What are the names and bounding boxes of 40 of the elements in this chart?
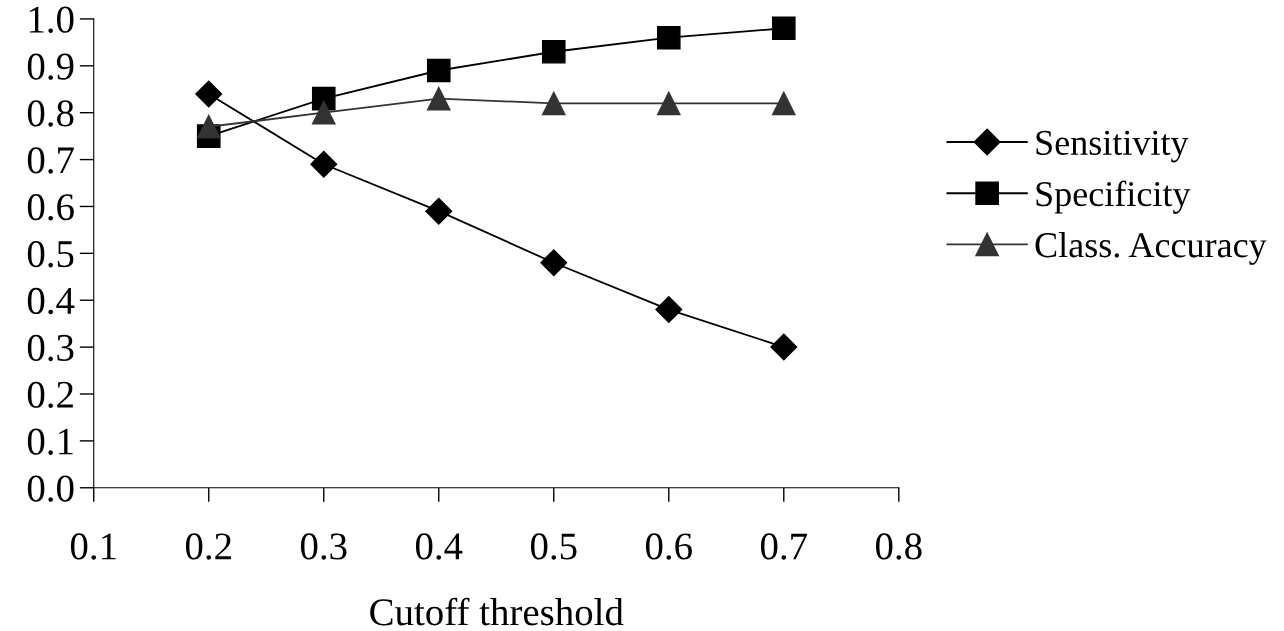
x-tick-label: 0.1: [70, 533, 116, 560]
y-tick-label: 0.9: [27, 53, 74, 80]
y-tick-label: 0.0: [27, 475, 74, 502]
x-tick-label: 0.5: [530, 533, 577, 560]
point: [770, 333, 798, 361]
point: [426, 86, 451, 111]
x-tick-label: 0.6: [645, 533, 692, 560]
legend-label: Specificity: [1036, 180, 1191, 214]
point: [655, 296, 683, 324]
legend-label: Sensitivity: [1036, 130, 1189, 163]
y-tick-label: 0.5: [27, 240, 74, 268]
x-tick-label: 0.3: [300, 533, 347, 560]
point: [196, 114, 221, 139]
point: [426, 58, 451, 83]
point: [425, 197, 453, 225]
point: [310, 150, 338, 178]
point: [541, 91, 566, 116]
y-tick-label: 0.1: [27, 428, 73, 455]
y-tick-label: 0.4: [27, 287, 75, 315]
point: [771, 16, 796, 41]
x-tick-label: 0.2: [185, 533, 231, 560]
point: [311, 86, 336, 111]
point: [540, 249, 568, 277]
point: [541, 39, 566, 64]
x-tick-label: 0.4: [415, 533, 463, 560]
y-tick-label: 1.0: [29, 6, 74, 33]
y-tick-label: 0.6: [27, 194, 74, 221]
point: [195, 80, 223, 108]
y-tick-label: 0.3: [27, 334, 74, 362]
point: [771, 91, 796, 116]
y-tick-label: 0.2: [27, 381, 73, 409]
y-tick-label: 0.8: [27, 100, 74, 127]
legend-label: Class. Accuracy: [1035, 231, 1267, 265]
point: [311, 100, 336, 125]
point: [656, 91, 681, 116]
y-tick-label: 0.7: [27, 147, 74, 174]
x-tick-label: 0.8: [875, 533, 922, 560]
x-axis-title: Cutoff threshold: [370, 597, 624, 626]
x-tick-label: 0.7: [760, 533, 807, 560]
point: [656, 25, 681, 50]
